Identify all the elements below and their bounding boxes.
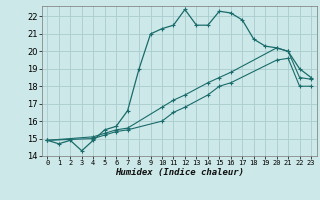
X-axis label: Humidex (Indice chaleur): Humidex (Indice chaleur): [115, 168, 244, 177]
